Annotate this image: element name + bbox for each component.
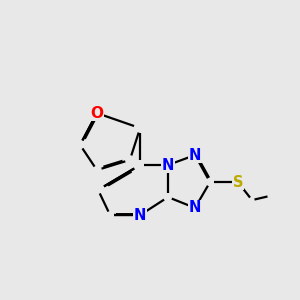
Text: S: S bbox=[233, 175, 243, 190]
Text: N: N bbox=[134, 208, 146, 223]
Text: N: N bbox=[189, 148, 201, 163]
Text: O: O bbox=[90, 106, 104, 121]
Text: N: N bbox=[189, 200, 201, 215]
Text: N: N bbox=[162, 158, 174, 172]
